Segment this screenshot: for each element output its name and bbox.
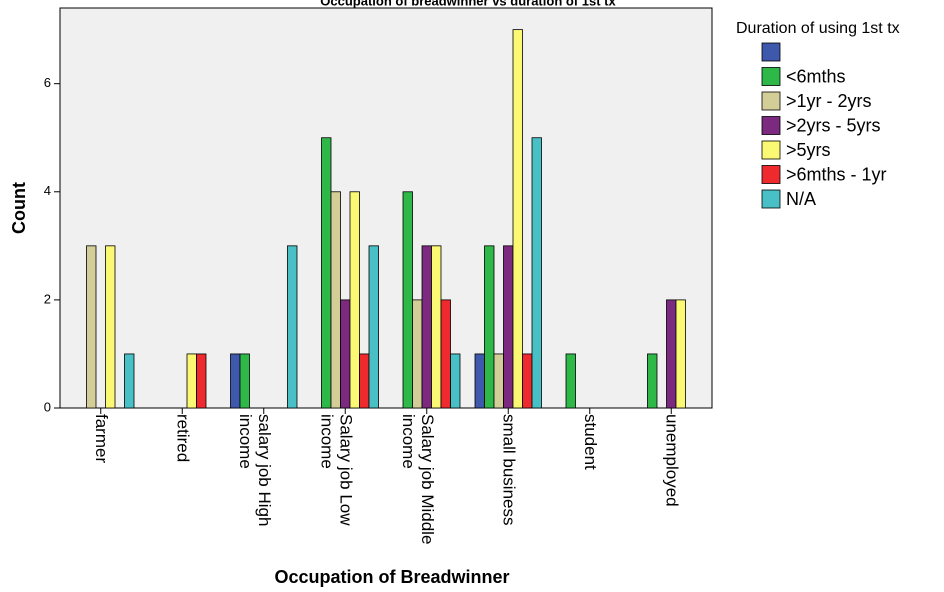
bar xyxy=(196,353,207,409)
legend-swatch xyxy=(761,165,781,184)
y-axis-label: Count xyxy=(9,182,29,234)
x-tick-label: student xyxy=(580,414,600,470)
bar xyxy=(421,245,432,409)
bar xyxy=(522,353,533,409)
bar xyxy=(531,137,542,409)
bar xyxy=(287,245,298,409)
bar xyxy=(402,191,413,409)
bar xyxy=(330,191,341,409)
legend-label: >6mths - 1yr xyxy=(786,164,887,184)
bar xyxy=(474,353,485,409)
bar xyxy=(493,353,504,409)
bar xyxy=(321,137,332,409)
bar xyxy=(675,299,686,409)
bar xyxy=(239,353,250,409)
bar xyxy=(512,29,523,409)
bar xyxy=(124,353,135,409)
x-tick-label: unemployed xyxy=(662,414,682,507)
x-tick-label: Salary job Low income xyxy=(317,414,356,526)
legend-title: Duration of using 1st tx xyxy=(736,20,900,37)
bar xyxy=(86,245,97,409)
legend-label: N/A xyxy=(786,189,816,209)
bar xyxy=(440,299,451,409)
bar xyxy=(368,245,379,409)
plot-area xyxy=(59,7,713,409)
bar xyxy=(230,353,241,409)
x-tick-label: small business xyxy=(499,414,519,526)
legend-label: >1yr - 2yrs xyxy=(786,91,872,111)
bar xyxy=(105,245,116,409)
x-tick-label: farmer xyxy=(91,414,111,464)
x-tick-label: retired xyxy=(173,414,193,463)
bar xyxy=(359,353,370,409)
bar xyxy=(503,245,514,409)
bar xyxy=(666,299,677,409)
legend-label: <6mths xyxy=(786,66,846,86)
bar xyxy=(186,353,197,409)
y-tick-label: 4 xyxy=(44,183,51,198)
x-tick-label: salary job High income xyxy=(235,414,274,527)
bar xyxy=(412,299,423,409)
y-tick-label: 0 xyxy=(44,399,51,414)
legend-label: >5yrs xyxy=(786,140,831,160)
legend-swatch xyxy=(761,140,781,160)
bar xyxy=(450,353,461,409)
bar xyxy=(647,353,658,409)
legend-label: >2yrs - 5yrs xyxy=(786,115,881,135)
legend-swatch xyxy=(761,91,781,111)
bar xyxy=(484,245,495,409)
legend-swatch xyxy=(761,116,781,135)
y-tick-label: 6 xyxy=(44,75,51,90)
y-tick-label: 2 xyxy=(44,291,51,306)
legend-swatch xyxy=(761,67,781,86)
bar xyxy=(349,191,360,409)
chart-title: Occupation of breadwinner vs duration of… xyxy=(320,0,616,8)
bar xyxy=(340,299,351,409)
bar xyxy=(565,353,576,409)
legend-swatch xyxy=(761,42,781,62)
x-tick-label: Salary job Middle income xyxy=(398,414,437,545)
x-axis-label: Occupation of Breadwinner xyxy=(274,567,509,587)
bar xyxy=(431,245,442,409)
legend-swatch xyxy=(761,189,781,209)
